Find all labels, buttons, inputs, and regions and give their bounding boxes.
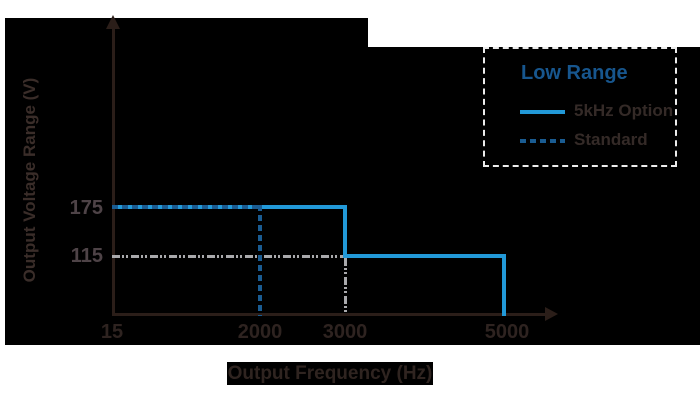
series-5khz-segment-115 bbox=[343, 254, 506, 258]
x-tick-2000: 2000 bbox=[237, 321, 283, 343]
x-tick-5000: 5000 bbox=[484, 321, 530, 343]
x-axis-title-band: Output Frequency (Hz) bbox=[227, 362, 433, 385]
legend-box: Low Range 5kHz Option Standard bbox=[483, 47, 677, 167]
legend-label-standard: Standard bbox=[574, 130, 648, 149]
legend-swatch-dashed-line-icon bbox=[520, 139, 565, 143]
y-axis-line bbox=[112, 28, 115, 316]
series-standard-drop-2000 bbox=[258, 205, 262, 316]
y-axis-title: Output Voltage Range (V) bbox=[20, 77, 39, 283]
series-5khz-drop-5000 bbox=[502, 254, 506, 316]
y-tick-115: 115 bbox=[70, 245, 103, 267]
legend-title: Low Range bbox=[521, 62, 628, 84]
series-5khz-drop-3000 bbox=[343, 205, 347, 258]
legend-label-5khz-option: 5kHz Option bbox=[574, 101, 674, 120]
x-axis-arrowhead-icon bbox=[545, 307, 558, 321]
x-tick-15: 15 bbox=[100, 321, 124, 343]
reference-line-3000-vertical bbox=[344, 258, 347, 313]
x-axis-title: Output Frequency (Hz) bbox=[227, 363, 433, 384]
legend-swatch-solid-line-icon bbox=[520, 110, 565, 114]
x-tick-3000: 3000 bbox=[322, 321, 368, 343]
chart-background-panel-left bbox=[5, 18, 368, 345]
series-standard-segment-175 bbox=[112, 205, 260, 209]
y-axis-arrowhead-icon bbox=[106, 15, 120, 29]
y-tick-175: 175 bbox=[69, 197, 103, 219]
reference-line-115-horizontal bbox=[112, 255, 343, 258]
x-axis-line bbox=[112, 313, 545, 316]
